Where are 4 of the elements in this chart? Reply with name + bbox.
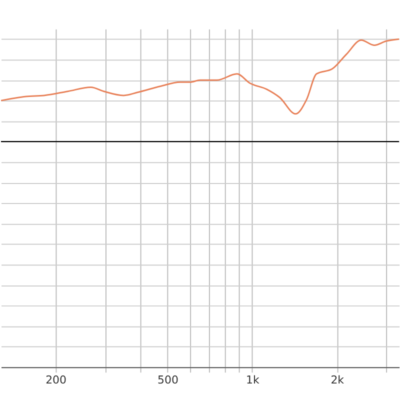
x-tick-label: 500: [158, 374, 178, 387]
x-tick-label: 2k: [330, 374, 345, 387]
x-tick-label: 200: [46, 374, 66, 387]
x-tick-label: 1k: [246, 374, 260, 387]
